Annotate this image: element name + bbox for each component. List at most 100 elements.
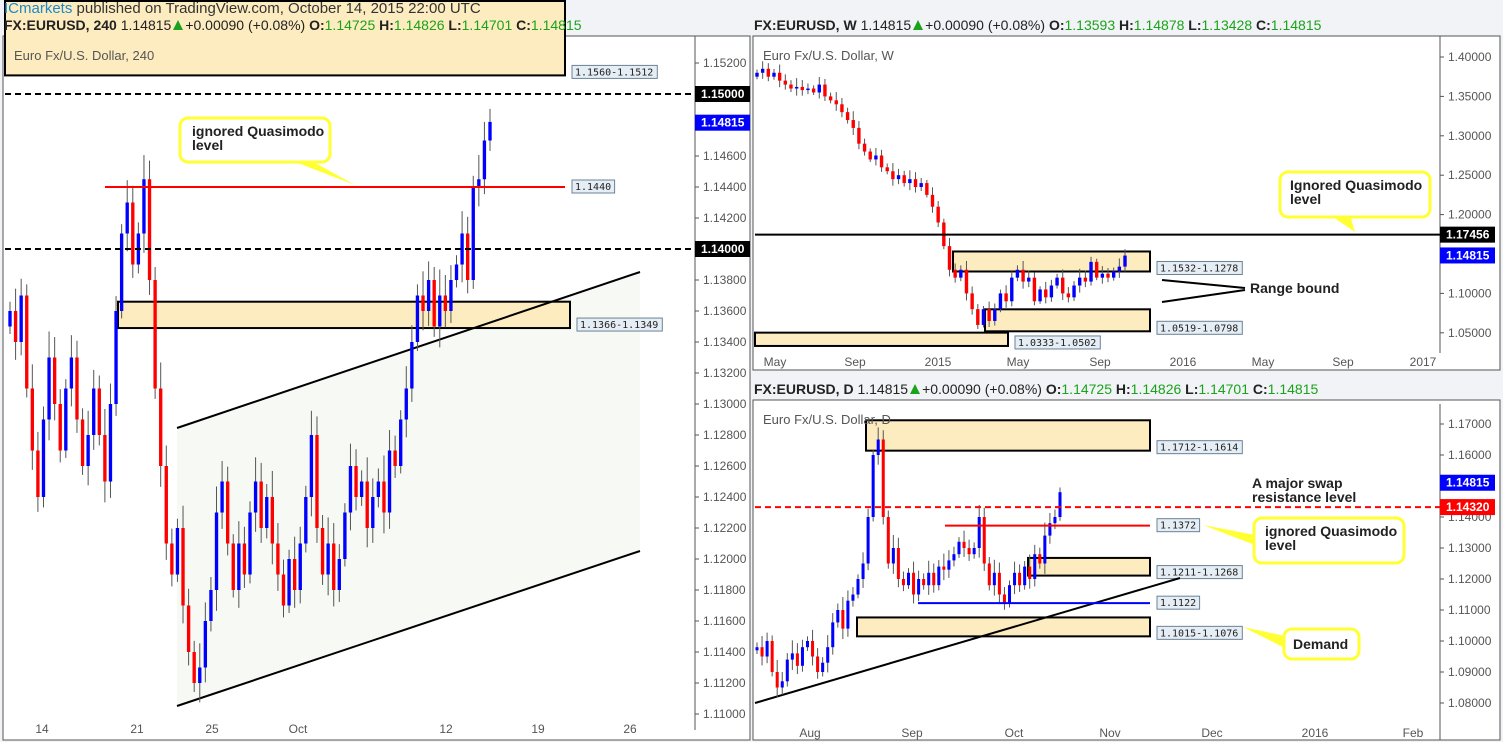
- candle-body: [879, 155, 884, 168]
- y-tick-label: 1.12800: [703, 428, 747, 442]
- candle-body: [800, 86, 804, 91]
- candle-body: [896, 548, 900, 579]
- candle-body: [998, 293, 1003, 310]
- candle-body: [1027, 277, 1031, 282]
- candle-body: [1032, 277, 1037, 302]
- candle-body: [1078, 277, 1082, 286]
- zone-label: 1.1366-1.1349: [580, 320, 658, 331]
- y-tick-label: 1.14600: [703, 149, 747, 163]
- zone-label-box: [1156, 320, 1243, 335]
- candle-body: [831, 622, 835, 648]
- candle-body: [760, 68, 765, 73]
- publish-info: published on TradingView.com, October 14…: [76, 0, 481, 17]
- candle-body: [36, 450, 40, 497]
- x-tick-label: 2015: [925, 355, 952, 369]
- candle-body: [953, 269, 957, 278]
- candle-body: [443, 295, 448, 311]
- candle-body: [415, 295, 420, 342]
- candle-body: [766, 68, 771, 77]
- candle-body: [75, 357, 79, 420]
- candle-body: [851, 594, 855, 601]
- candle-body: [947, 246, 952, 270]
- candle-body: [930, 194, 935, 207]
- callout-weekly-qm: Ignored Quasimodo level: [1278, 170, 1432, 232]
- x-tick-label: Sep: [844, 355, 866, 369]
- zone-label-box: [576, 317, 663, 332]
- candle-body: [192, 652, 196, 683]
- candle-body: [987, 563, 991, 586]
- candle-body: [794, 86, 799, 89]
- last-price-label: 1.14815: [1446, 248, 1490, 262]
- close: 1.14815: [530, 17, 582, 33]
- candle-body: [836, 610, 840, 623]
- candle-body: [997, 572, 1001, 595]
- y-tick-label: 1.11800: [703, 583, 746, 597]
- level-label: 1.1440: [575, 182, 611, 193]
- candle-body: [840, 104, 844, 113]
- last-price: 1.14815: [857, 381, 909, 397]
- candle-body: [410, 342, 414, 389]
- x-tick-label: May: [1007, 355, 1030, 369]
- x-tick-label: Dec: [1201, 726, 1222, 740]
- candle-body: [287, 559, 291, 606]
- candle-body: [1038, 554, 1042, 564]
- candle-body: [41, 419, 46, 497]
- candle-body: [326, 543, 330, 575]
- candle-body: [1018, 572, 1022, 586]
- candle-body: [1117, 266, 1122, 272]
- svg-text:Range bound: Range bound: [1250, 280, 1339, 296]
- candle-body: [1021, 269, 1025, 282]
- daily-title: Euro Fx/U.S. Dollar, D: [763, 412, 891, 427]
- candle-body: [755, 72, 759, 77]
- candle-body: [857, 127, 861, 144]
- last-price: 1.14815: [860, 17, 912, 33]
- candle-body: [876, 439, 880, 455]
- candle-body: [292, 559, 297, 590]
- candle-body: [1053, 517, 1057, 524]
- candle-body: [1049, 285, 1054, 298]
- candle-body: [922, 579, 926, 586]
- h4-title: Euro Fx/U.S. Dollar, 240: [14, 48, 154, 63]
- candle-body: [982, 517, 986, 564]
- x-tick-label: 2017: [1410, 355, 1437, 369]
- y-tick-label: 1.40000: [1448, 50, 1492, 64]
- candle-body: [114, 311, 118, 404]
- y-tick-label: 1.11200: [703, 676, 746, 690]
- candle-body: [25, 295, 29, 389]
- candle-body: [936, 206, 940, 223]
- publisher-name[interactable]: ICmarkets: [4, 0, 73, 17]
- weekly-title: Euro Fx/U.S. Dollar, W: [763, 48, 894, 63]
- candle-body: [1106, 273, 1110, 278]
- candle-body: [47, 357, 51, 420]
- x-tick-label: Sep: [1332, 355, 1354, 369]
- candle-body: [309, 435, 314, 497]
- zone-label: 1.1211-1.1268: [1160, 568, 1238, 579]
- candle-body: [816, 656, 820, 672]
- level-label-box: [1156, 518, 1201, 533]
- candle-body: [438, 295, 442, 327]
- candle-body: [785, 659, 789, 682]
- candle-body: [332, 543, 336, 590]
- candle-body: [925, 183, 929, 195]
- candle-body: [175, 528, 180, 575]
- change: +0.00090 (+0.08%): [925, 17, 1046, 33]
- supply-demand-zone: [117, 300, 571, 330]
- candle-body: [259, 481, 263, 528]
- zone-label: 1.1015-1.1076: [1160, 628, 1238, 639]
- candle-body: [992, 572, 996, 586]
- annotation-text: ignored Quasimodo level: [192, 123, 324, 153]
- candle-body: [281, 574, 286, 606]
- candle-body: [874, 155, 878, 160]
- zone-label-box: [1156, 625, 1243, 640]
- candle-body: [821, 662, 825, 672]
- x-tick-label: Oct: [289, 722, 308, 736]
- candle-body: [841, 610, 845, 629]
- close: 1.14815: [1267, 381, 1319, 397]
- candle-body: [108, 404, 113, 482]
- candle-body: [69, 357, 74, 389]
- candle-body: [1002, 594, 1006, 604]
- last-price-tag: [695, 114, 750, 131]
- symbol: FX:EURUSD, D: [754, 381, 854, 397]
- candle-body: [866, 517, 870, 564]
